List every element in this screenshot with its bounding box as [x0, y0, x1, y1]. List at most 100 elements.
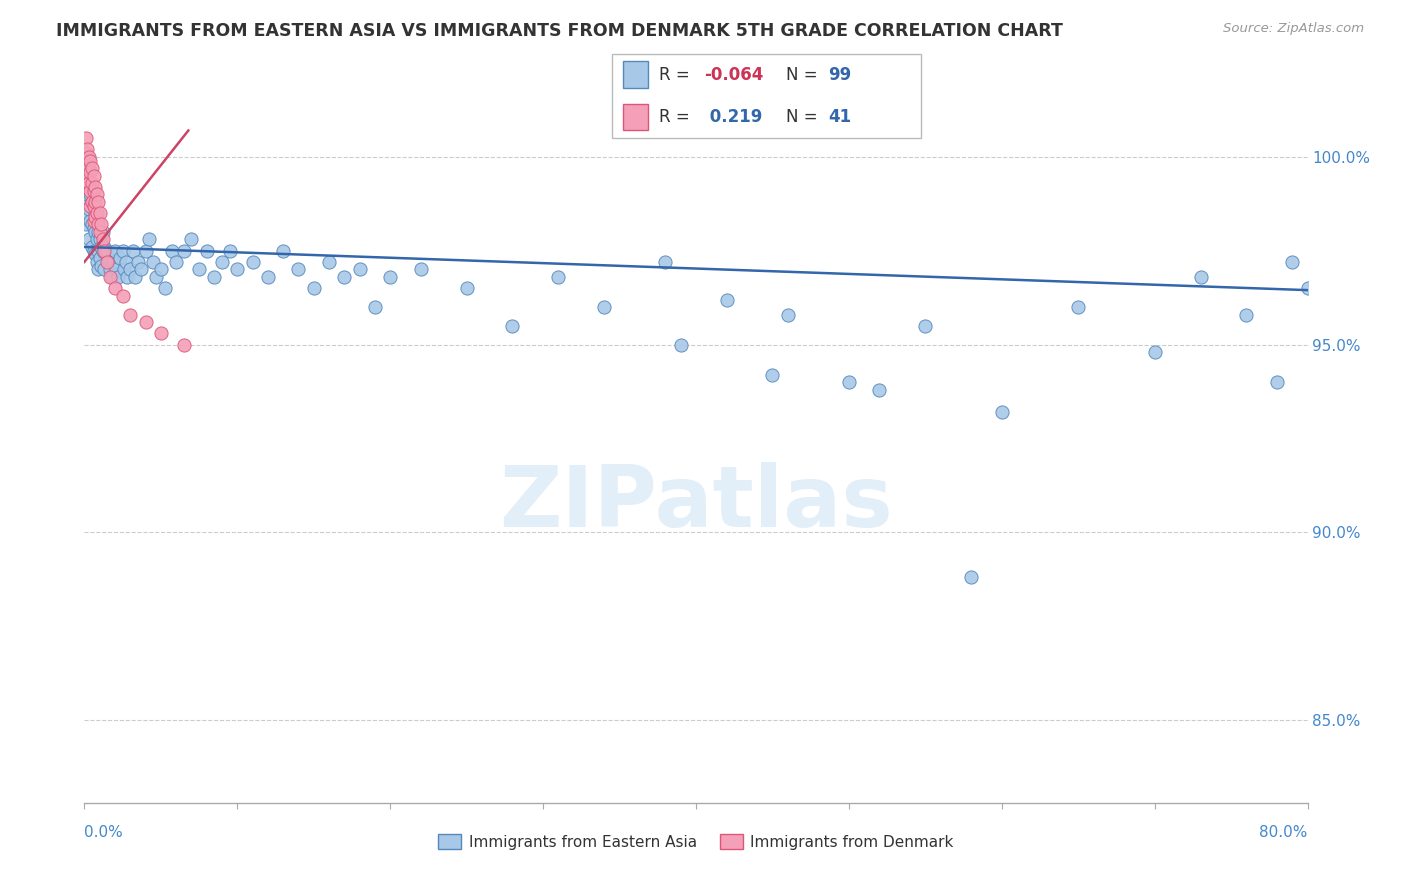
Point: [83, 199, 105, 213]
Point: [160, 244, 183, 258]
Point: [77, 176, 100, 190]
Point: [135, 315, 157, 329]
Text: 99: 99: [828, 66, 852, 84]
Point: [89, 232, 111, 246]
Point: [115, 270, 138, 285]
Point: [97, 255, 120, 269]
Point: [1281, 255, 1303, 269]
Point: [80, 240, 103, 254]
Point: [75, 194, 97, 209]
Text: Source: ZipAtlas.com: Source: ZipAtlas.com: [1223, 22, 1364, 36]
Point: [76, 165, 98, 179]
Point: [84, 194, 107, 209]
Point: [83, 184, 105, 198]
Point: [122, 244, 145, 258]
Point: [80, 161, 103, 175]
Text: 0.0%: 0.0%: [84, 825, 124, 840]
Point: [89, 206, 111, 220]
Point: [77, 150, 100, 164]
Text: R =: R =: [659, 108, 696, 126]
Point: [202, 270, 225, 285]
Point: [111, 244, 134, 258]
Point: [195, 244, 218, 258]
Point: [776, 308, 799, 322]
Point: [364, 300, 387, 314]
Point: [83, 244, 105, 258]
Point: [90, 218, 112, 232]
Point: [124, 270, 146, 285]
Point: [98, 270, 121, 285]
Point: [80, 194, 103, 209]
Point: [914, 318, 936, 333]
Text: 41: 41: [828, 108, 851, 126]
Point: [86, 232, 108, 246]
Point: [86, 213, 108, 227]
Point: [93, 240, 115, 254]
Point: [83, 199, 105, 213]
Point: [1296, 281, 1319, 295]
Point: [94, 247, 117, 261]
Point: [349, 262, 371, 277]
Point: [77, 179, 100, 194]
Point: [90, 259, 112, 273]
Point: [101, 270, 124, 285]
Point: [129, 262, 152, 277]
Point: [211, 255, 233, 269]
Point: [173, 244, 195, 258]
Point: [86, 255, 108, 269]
Point: [173, 337, 195, 351]
Legend: Immigrants from Eastern Asia, Immigrants from Denmark: Immigrants from Eastern Asia, Immigrants…: [432, 828, 960, 855]
Point: [87, 244, 110, 258]
Point: [76, 179, 98, 194]
Point: [654, 255, 676, 269]
Point: [991, 405, 1014, 419]
Point: [547, 270, 569, 285]
Point: [107, 270, 129, 285]
Point: [75, 218, 97, 232]
Point: [87, 262, 110, 277]
Point: [149, 262, 172, 277]
Point: [105, 262, 128, 277]
Point: [142, 255, 165, 269]
Point: [318, 255, 340, 269]
Point: [333, 270, 356, 285]
Point: [188, 262, 211, 277]
Point: [1143, 345, 1166, 359]
Point: [76, 142, 98, 156]
Point: [79, 187, 101, 202]
Point: [127, 255, 149, 269]
Point: [669, 337, 692, 351]
Point: [84, 225, 107, 239]
Point: [242, 255, 264, 269]
Point: [104, 244, 127, 258]
Text: N =: N =: [786, 66, 823, 84]
Point: [89, 225, 111, 239]
Point: [218, 244, 240, 258]
Point: [112, 262, 135, 277]
Point: [104, 281, 127, 295]
Text: 80.0%: 80.0%: [1260, 825, 1308, 840]
Point: [83, 213, 105, 227]
Point: [180, 232, 202, 246]
Point: [93, 262, 115, 277]
Point: [96, 244, 118, 258]
Point: [83, 221, 105, 235]
Point: [138, 232, 160, 246]
Point: [87, 225, 110, 239]
Point: [75, 161, 97, 175]
Point: [79, 165, 101, 179]
Point: [271, 244, 294, 258]
Point: [593, 300, 616, 314]
Point: [409, 262, 432, 277]
Point: [761, 368, 783, 382]
Text: ZIPatlas: ZIPatlas: [499, 461, 893, 545]
Text: IMMIGRANTS FROM EASTERN ASIA VS IMMIGRANTS FROM DENMARK 5TH GRADE CORRELATION CH: IMMIGRANTS FROM EASTERN ASIA VS IMMIGRAN…: [56, 22, 1063, 40]
Text: R =: R =: [659, 66, 696, 84]
Point: [135, 244, 157, 258]
Point: [1189, 270, 1212, 285]
Point: [86, 187, 108, 202]
Point: [86, 206, 108, 220]
Point: [103, 255, 125, 269]
Point: [960, 570, 983, 584]
Point: [79, 153, 101, 168]
